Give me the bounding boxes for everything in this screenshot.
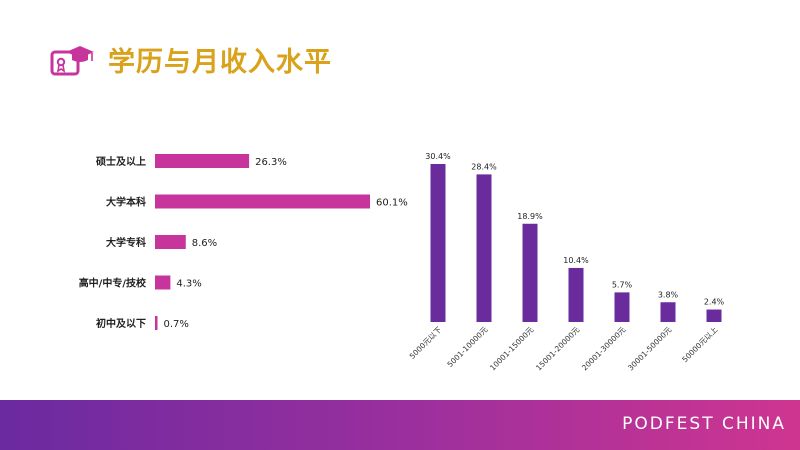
data-label: 3.8% bbox=[658, 290, 679, 299]
bar bbox=[614, 292, 630, 322]
bar bbox=[155, 154, 250, 168]
tick-label: 10001-15000元 bbox=[488, 325, 536, 373]
bar bbox=[706, 309, 722, 322]
data-label: 8.6% bbox=[192, 238, 217, 249]
data-label: 60.1% bbox=[376, 198, 408, 209]
footer-bar: PODFEST CHINA bbox=[0, 400, 800, 450]
bar bbox=[155, 235, 186, 249]
bar bbox=[660, 302, 676, 322]
category-label: 大学本科 bbox=[106, 196, 146, 209]
data-label: 26.3% bbox=[255, 157, 287, 168]
category-label: 初中及以下 bbox=[96, 317, 146, 330]
tick-label: 5001-10000元 bbox=[445, 325, 489, 369]
education-bar-chart: 硕士及以上 26.3% 大学本科 60.1% 大学专科 8.6% 高中/中专/技校 4.3% 初… bbox=[79, 154, 408, 330]
data-label: 0.7% bbox=[164, 319, 189, 330]
bar bbox=[155, 275, 171, 290]
data-label: 18.9% bbox=[517, 212, 543, 221]
income-bar-chart: 30.4% 5000元以下 28.4% 5001-10000元 18.9% 10001-1… bbox=[408, 152, 725, 373]
data-label: 28.4% bbox=[471, 162, 497, 171]
data-label: 5.7% bbox=[612, 280, 633, 289]
data-label: 10.4% bbox=[563, 256, 589, 265]
bar bbox=[522, 223, 538, 322]
certificate-graduation-icon bbox=[50, 46, 94, 76]
bar bbox=[568, 267, 584, 322]
tick-label: 50000元以上 bbox=[680, 325, 719, 364]
data-label: 30.4% bbox=[425, 152, 451, 161]
tick-label: 20001-30000元 bbox=[580, 325, 628, 373]
brand-logo-text: PODFEST CHINA bbox=[622, 414, 786, 434]
bar bbox=[155, 194, 370, 209]
data-label: 2.4% bbox=[704, 298, 725, 307]
category-label: 硕士及以上 bbox=[96, 155, 146, 168]
bar bbox=[430, 164, 446, 322]
tick-label: 15001-20000元 bbox=[534, 325, 582, 373]
tick-label: 5000元以下 bbox=[408, 325, 444, 361]
bar bbox=[155, 316, 158, 330]
category-label: 高中/中专/技校 bbox=[79, 277, 147, 290]
page-title: 学历与月收入水平 bbox=[108, 47, 332, 78]
bar bbox=[476, 174, 492, 322]
data-label: 4.3% bbox=[176, 279, 201, 290]
category-label: 大学专科 bbox=[106, 236, 146, 249]
tick-label: 30001-50000元 bbox=[626, 325, 674, 373]
